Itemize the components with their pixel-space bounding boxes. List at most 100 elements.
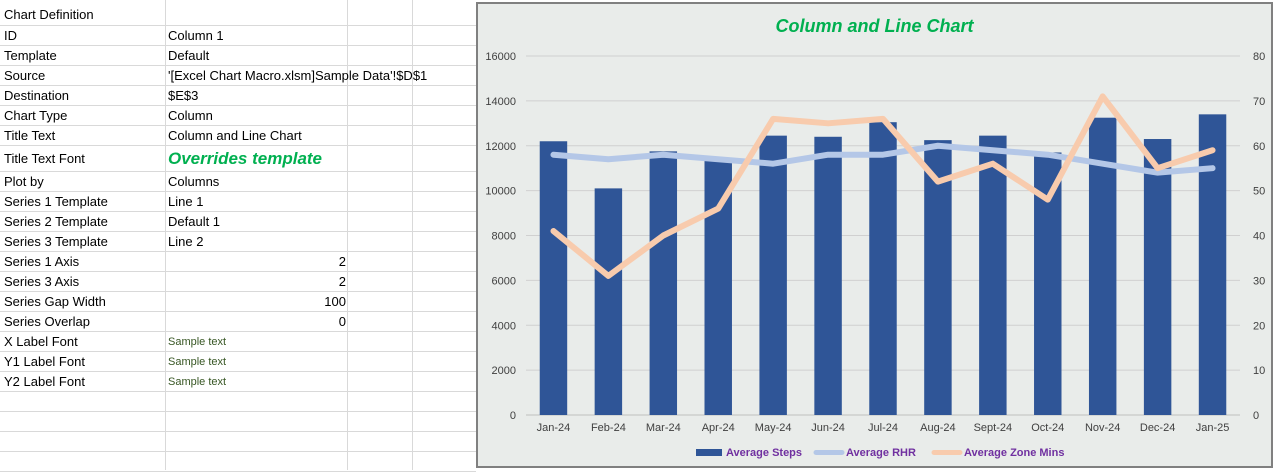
sheet-row[interactable]: Series Overlap 0: [0, 312, 476, 332]
x-tick-label: Dec-24: [1140, 422, 1175, 434]
value-cell[interactable]: [168, 412, 438, 431]
y-tick-label: 4000: [492, 320, 516, 332]
sheet-row[interactable]: Template Default: [0, 46, 476, 66]
bar: [649, 151, 678, 415]
sheet-row[interactable]: ID Column 1: [0, 26, 476, 46]
sheet-row[interactable]: Series 1 Axis 2: [0, 252, 476, 272]
sheet-row[interactable]: Source '[Excel Chart Macro.xlsm]Sample Da…: [0, 66, 476, 86]
value-cell[interactable]: [168, 432, 438, 451]
value-cell[interactable]: Column: [168, 108, 213, 123]
value-cell[interactable]: 0: [338, 314, 346, 329]
label-cell[interactable]: Title Text: [4, 128, 56, 143]
label-cell[interactable]: Y2 Label Font: [4, 374, 85, 389]
value-cell[interactable]: Columns: [168, 174, 220, 189]
bar: [759, 135, 787, 415]
label-cell[interactable]: [4, 452, 164, 471]
y2-tick-label: 20: [1253, 320, 1265, 332]
x-tick-label: Feb-24: [591, 422, 626, 434]
label-cell[interactable]: Series Gap Width: [4, 294, 106, 309]
label-cell[interactable]: Series 2 Template: [4, 214, 108, 229]
value-cell[interactable]: Line 2: [168, 234, 204, 249]
legend-label: Average Steps: [726, 447, 802, 459]
y2-tick-label: 80: [1253, 51, 1265, 63]
sheet-row[interactable]: Y2 Label Font Sample text: [0, 372, 476, 392]
y2-tick-label: 40: [1253, 231, 1265, 243]
bar: [979, 135, 1007, 415]
sheet-row[interactable]: Series Gap Width 100: [0, 292, 476, 312]
chart[interactable]: Column and Line Chart 0 2000 4000 6000 8000 1…: [476, 2, 1273, 468]
sheet-row[interactable]: [0, 432, 476, 452]
sheet-row[interactable]: Title Text Column and Line Chart: [0, 126, 476, 146]
y-tick-label: 10000: [485, 186, 516, 198]
label-cell[interactable]: ID: [4, 28, 17, 43]
label-cell[interactable]: Series 3 Template: [4, 234, 108, 249]
label-cell[interactable]: Y1 Label Font: [4, 354, 85, 369]
value-cell[interactable]: $E$3: [168, 88, 199, 103]
label-cell[interactable]: [4, 432, 164, 451]
value-cell[interactable]: 2: [338, 254, 346, 269]
value-cell[interactable]: [168, 452, 438, 471]
sheet-row[interactable]: Series 3 Template Line 2: [0, 232, 476, 252]
sheet-row[interactable]: Series 3 Axis 2: [0, 272, 476, 292]
x-tick-label: Jan-25: [1196, 422, 1230, 434]
sheet-row[interactable]: Series 1 Template Line 1: [0, 192, 476, 212]
series-line-average-rhr: [550, 142, 1216, 176]
x-tick-label: Jan-24: [537, 422, 571, 434]
value-cell[interactable]: Column 1: [168, 28, 224, 43]
label-cell[interactable]: Title Text Font: [4, 151, 85, 166]
y-tick-label: 6000: [492, 275, 516, 287]
sheet-row[interactable]: Y1 Label Font Sample text: [0, 352, 476, 372]
value-cell[interactable]: Sample text: [168, 335, 227, 348]
x-tick-label: Nov-24: [1085, 422, 1120, 434]
series-line-average-zone-mins: [550, 93, 1216, 279]
label-cell[interactable]: Series Overlap: [4, 314, 90, 329]
bar: [869, 122, 897, 416]
bar: [1143, 139, 1172, 416]
y2-tick-label: 70: [1253, 96, 1265, 108]
bar: [1198, 114, 1227, 416]
value-cell[interactable]: 100: [324, 294, 346, 309]
value-cell[interactable]: Line 1: [168, 194, 204, 209]
label-cell[interactable]: X Label Font: [4, 334, 78, 349]
label-cell[interactable]: Source: [4, 68, 46, 83]
value-cell[interactable]: Sample text: [168, 375, 227, 388]
label-cell[interactable]: Chart Type: [4, 108, 68, 123]
sheet-row[interactable]: X Label Font Sample text: [0, 332, 476, 352]
value-cell[interactable]: [168, 3, 438, 25]
sheet-row[interactable]: Plot by Columns: [0, 172, 476, 192]
value-cell[interactable]: Default: [168, 48, 210, 63]
label-cell[interactable]: Plot by: [4, 174, 44, 189]
legend-label: Average RHR: [846, 447, 916, 459]
sheet-row[interactable]: [0, 452, 476, 472]
value-cell[interactable]: Default 1: [168, 214, 221, 229]
value-cell[interactable]: Column and Line Chart: [168, 128, 302, 143]
y-tick-label: 16000: [485, 51, 516, 63]
sheet-row[interactable]: Title Text Font Overrides template: [0, 146, 476, 172]
label-cell[interactable]: Series 1 Template: [4, 194, 108, 209]
label-cell[interactable]: Destination: [4, 88, 70, 103]
sheet-row[interactable]: [0, 392, 476, 412]
bar: [704, 158, 732, 415]
value-cell[interactable]: Overrides template: [168, 148, 323, 168]
x-tick-label: Oct-24: [1031, 422, 1064, 434]
value-cell[interactable]: '[Excel Chart Macro.xlsm]Sample Data'!$D…: [168, 68, 428, 83]
sheet-row[interactable]: [0, 412, 476, 432]
sheet-row[interactable]: Chart Type Column: [0, 106, 476, 126]
label-cell[interactable]: Series 1 Axis: [4, 254, 80, 269]
chart-title[interactable]: Column and Line Chart: [775, 16, 974, 36]
value-cell[interactable]: 2: [338, 274, 346, 289]
sheet-row[interactable]: Chart Definition: [0, 3, 476, 26]
sheet-row[interactable]: Series 2 Template Default 1: [0, 212, 476, 232]
label-cell[interactable]: Template: [4, 48, 57, 63]
y-tick-label: 0: [510, 410, 516, 422]
column-divider: [347, 0, 348, 470]
label-cell[interactable]: Series 3 Axis: [4, 274, 80, 289]
sheet-row[interactable]: Destination $E$3: [0, 86, 476, 106]
label-cell[interactable]: Chart Definition: [4, 6, 94, 22]
label-cell[interactable]: [4, 412, 164, 431]
label-cell[interactable]: [4, 392, 164, 411]
value-cell[interactable]: [168, 392, 438, 411]
value-cell[interactable]: Sample text: [168, 355, 227, 368]
chart-plot-area[interactable]: 0 2000 4000 6000 8000 10000 12000 14000 16000 0 10…: [478, 4, 1271, 466]
